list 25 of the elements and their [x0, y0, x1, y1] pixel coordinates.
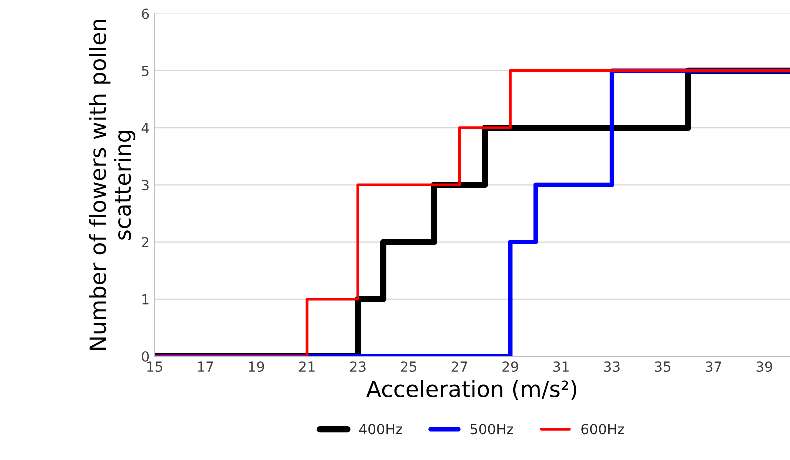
y-tick-label: 3 [142, 180, 149, 191]
y-tick-label: 0 [142, 351, 150, 362]
y-tick-label: 1 [142, 294, 149, 305]
x-tick-label: 15 [148, 362, 162, 372]
x-tick-label: 39 [756, 362, 772, 372]
x-tick-label: 27 [452, 362, 468, 372]
x-tick-label: 21 [299, 362, 315, 372]
x-tick-label: 19 [249, 362, 264, 372]
x-tick-label: 17 [198, 362, 214, 372]
y-tick-label: 6 [142, 8, 150, 20]
x-tick-label: 23 [350, 362, 366, 372]
x-tick-label: 25 [401, 362, 417, 372]
legend-label: 500Hz [470, 424, 514, 435]
legend-label: 600Hz [582, 424, 624, 435]
y-tick-label: 5 [142, 66, 149, 76]
y-tick-label: 4 [142, 123, 150, 134]
x-tick-label: 35 [655, 362, 671, 372]
x-axis-title: Acceleration (m/s²) [366, 380, 577, 400]
y-tick-label: 2 [142, 237, 149, 248]
x-tick-label: 31 [554, 362, 569, 372]
y-axis-title: Number of flowers with pollen scattering [89, 20, 136, 350]
x-tick-label: 33 [604, 362, 620, 372]
legend-label: 400Hz [360, 424, 402, 435]
x-tick-label: 29 [502, 362, 518, 372]
x-tick-label: 37 [706, 362, 722, 372]
